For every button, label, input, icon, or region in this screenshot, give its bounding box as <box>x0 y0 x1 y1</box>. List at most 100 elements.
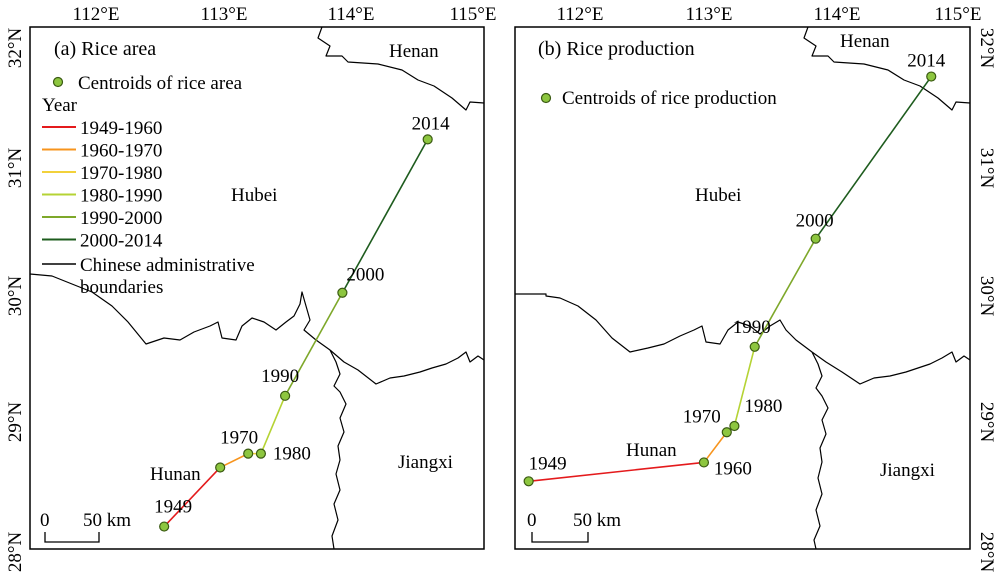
lat-tick-28: 28°N <box>5 532 26 573</box>
top-lon-ticks: 112°E 113°E 114°E 115°E 112°E 113°E 114°… <box>73 4 982 25</box>
legend-centroid-label-a: Centroids of rice area <box>78 73 243 94</box>
hunan-jiangxi-boundary-b <box>811 351 829 550</box>
panel-b-frame <box>514 26 971 550</box>
panel-a-boundaries <box>29 26 485 550</box>
right-lat-ticks: 32°N 31°N 30°N 29°N 28°N <box>976 28 997 573</box>
scale-zero-b: 0 <box>527 510 537 531</box>
centroid-point-1980 <box>729 420 740 432</box>
legend-period-1970-1980: 1970-1980 <box>80 163 162 184</box>
panel-b-legend: (b) Rice production Centroids of rice pr… <box>538 38 777 109</box>
track-segment-1960-1970 <box>703 431 728 463</box>
legend-boundary-label-2: boundaries <box>80 277 163 298</box>
lat-tick-32-r: 32°N <box>976 28 997 69</box>
region-jiangxi-b: Jiangxi <box>880 460 935 481</box>
scale-zero-a: 0 <box>40 510 50 531</box>
lat-tick-32: 32°N <box>5 28 26 69</box>
legend-period-2000-2014: 2000-2014 <box>80 231 163 252</box>
track-segment-2000-2014 <box>341 139 429 294</box>
lon-tick-113: 113°E <box>201 4 248 25</box>
lat-tick-29: 29°N <box>5 402 26 443</box>
legend-centroid-marker-b <box>540 92 552 104</box>
scale-dist-b: 50 km <box>573 510 621 531</box>
centroid-point-1970 <box>721 427 732 438</box>
centroid-point-1960 <box>215 462 226 473</box>
panel-a-regions: Henan Hubei Hunan Jiangxi <box>150 41 453 485</box>
region-hunan-b: Hunan <box>626 440 677 461</box>
year-label-1980: 1980 <box>744 396 782 417</box>
track-segment-1980-1990 <box>260 395 286 454</box>
henan-hubei-boundary <box>317 26 485 111</box>
legend-period-1990-2000: 1990-2000 <box>80 208 162 229</box>
year-label-2014: 2014 <box>412 113 451 134</box>
year-label-1990: 1990 <box>261 366 299 387</box>
hubei-hunan-boundary <box>29 273 331 351</box>
year-label-1949: 1949 <box>529 453 567 474</box>
lat-tick-30-r: 30°N <box>976 276 997 317</box>
legend-periods: 1949-19601960-19701970-19801980-19901990… <box>42 118 163 252</box>
centroid-point-2000 <box>337 287 348 298</box>
scale-bar-line-b <box>531 532 589 543</box>
year-label-2000: 2000 <box>346 265 384 286</box>
region-hunan-a: Hunan <box>150 464 201 485</box>
panel-a: Henan Hubei Hunan Jiangxi 19491970198019… <box>29 26 485 550</box>
legend-period-1980-1990: 1980-1990 <box>80 186 162 207</box>
panel-a-legend: (a) Rice area Centroids of rice area Yea… <box>42 38 255 298</box>
centroid-point-1949 <box>159 521 170 532</box>
centroid-point-1990 <box>749 341 760 352</box>
region-hubei-b: Hubei <box>695 185 741 206</box>
centroid-point-1990 <box>280 390 291 401</box>
legend-centroid-marker-a <box>52 76 64 88</box>
region-hubei-a: Hubei <box>231 185 277 206</box>
year-label-1990: 1990 <box>733 317 771 338</box>
henan-hubei-boundary-b <box>803 26 971 111</box>
panel-a-scale-bar: 0 50 km <box>40 510 131 543</box>
panel-b-points <box>523 71 937 487</box>
legend-period-1949-1960: 1949-1960 <box>80 118 162 139</box>
scale-dist-a: 50 km <box>83 510 131 531</box>
panel-b-scale-bar: 0 50 km <box>527 510 621 543</box>
track-segment-2000-2014 <box>815 76 932 240</box>
scale-bar-line-a <box>44 532 100 543</box>
track-segment-1980-1990 <box>733 346 756 427</box>
year-label-1970: 1970 <box>683 406 721 427</box>
panel-b-regions: Henan Hubei Hunan Jiangxi <box>626 31 935 481</box>
year-label-2000: 2000 <box>796 211 834 232</box>
lon-tick-115: 115°E <box>450 4 497 25</box>
centroid-point-1970 <box>243 448 254 459</box>
centroid-point-1980 <box>255 448 267 459</box>
lat-tick-31-r: 31°N <box>976 148 997 189</box>
track-segment-1990-2000 <box>754 238 817 348</box>
lon-tick-114-b: 114°E <box>814 4 861 25</box>
panel-a-frame <box>29 26 485 550</box>
legend-period-1960-1970: 1960-1970 <box>80 141 162 162</box>
region-henan-b: Henan <box>840 31 890 52</box>
hubei-jiangxi-boundary <box>329 349 485 385</box>
panel-a-points <box>159 134 433 532</box>
panel-b-track <box>528 76 932 483</box>
lon-tick-113-b: 113°E <box>686 4 733 25</box>
legend-centroid-label-b: Centroids of rice production <box>562 88 777 109</box>
year-label-1970: 1970 <box>220 428 258 449</box>
track-segment-1949-1960 <box>163 466 221 528</box>
lon-tick-112: 112°E <box>73 4 120 25</box>
lat-tick-29-r: 29°N <box>976 402 997 443</box>
panel-b-title: (b) Rice production <box>538 38 695 60</box>
hunan-jiangxi-boundary <box>329 349 347 550</box>
legend-year-heading: Year <box>42 95 78 116</box>
region-jiangxi-a: Jiangxi <box>398 452 453 473</box>
panel-a-track <box>163 139 429 528</box>
panel-a-year-labels: 1949 1970 1980 1990 2000 2014 <box>154 113 450 517</box>
lat-tick-28-r: 28°N <box>976 532 997 573</box>
region-henan-a: Henan <box>389 41 439 62</box>
panel-b-year-labels: 1949 1960 1970 1980 1990 2000 2014 <box>529 51 946 480</box>
centroid-point-2000 <box>810 233 821 244</box>
year-label-1980: 1980 <box>273 444 311 465</box>
year-label-2014: 2014 <box>907 51 946 72</box>
lon-tick-112-b: 112°E <box>557 4 604 25</box>
centroid-point-1960 <box>698 457 710 468</box>
lat-tick-30: 30°N <box>5 276 26 317</box>
year-label-1949: 1949 <box>154 497 192 518</box>
hubei-hunan-boundary-b <box>515 293 813 353</box>
